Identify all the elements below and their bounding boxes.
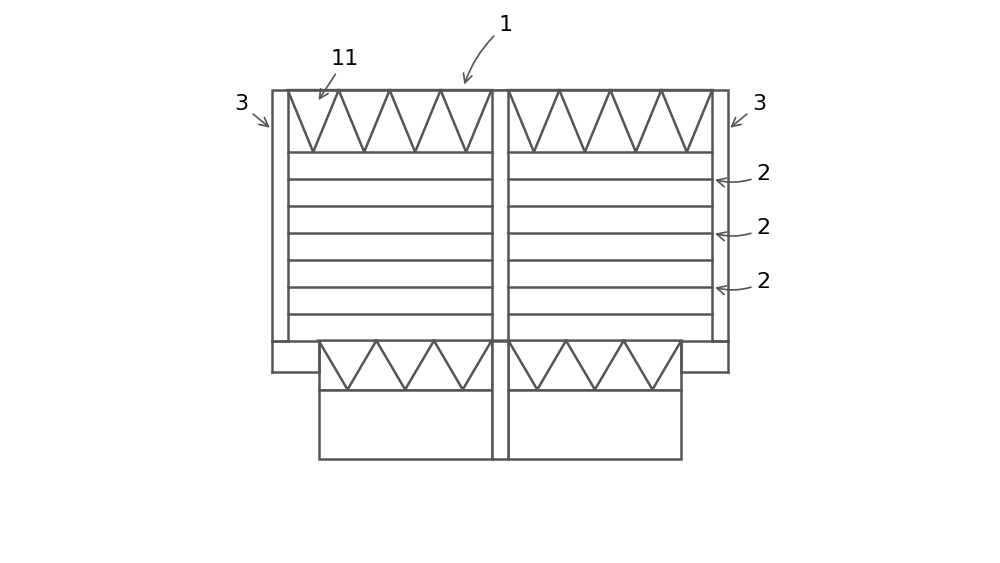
Text: 3: 3 <box>234 94 268 127</box>
Polygon shape <box>272 90 728 341</box>
Text: 11: 11 <box>320 49 359 99</box>
Polygon shape <box>492 90 508 341</box>
Polygon shape <box>434 341 492 390</box>
Text: 2: 2 <box>717 218 771 240</box>
Polygon shape <box>339 90 390 152</box>
Polygon shape <box>508 341 681 390</box>
Polygon shape <box>441 90 492 152</box>
Polygon shape <box>288 90 339 152</box>
Polygon shape <box>624 341 681 390</box>
Polygon shape <box>559 90 610 152</box>
Polygon shape <box>508 341 566 390</box>
Polygon shape <box>492 341 508 459</box>
Polygon shape <box>661 90 712 152</box>
Polygon shape <box>319 341 376 390</box>
Polygon shape <box>508 90 559 152</box>
Text: 2: 2 <box>717 272 771 294</box>
Polygon shape <box>319 341 492 390</box>
Polygon shape <box>319 390 492 459</box>
Polygon shape <box>492 341 508 387</box>
Polygon shape <box>390 90 441 152</box>
Polygon shape <box>376 341 434 390</box>
Polygon shape <box>566 341 624 390</box>
Polygon shape <box>508 390 681 459</box>
Text: 1: 1 <box>464 15 513 83</box>
Text: 3: 3 <box>732 94 766 127</box>
Text: 2: 2 <box>717 164 771 187</box>
Polygon shape <box>610 90 661 152</box>
